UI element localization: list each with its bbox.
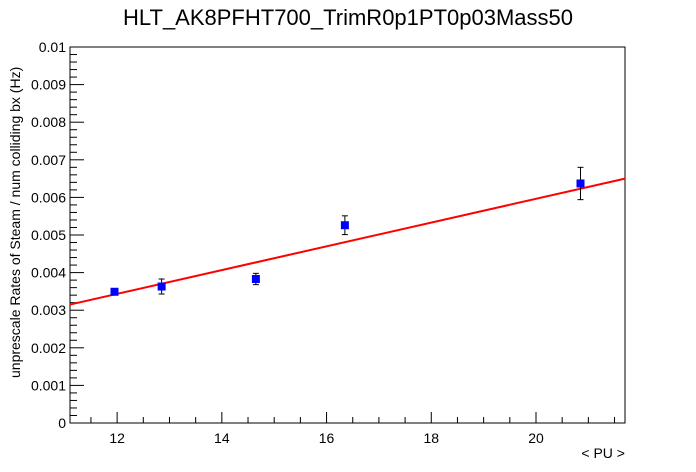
y-tick-label: 0.009 <box>31 77 66 93</box>
fit-line <box>69 177 626 306</box>
y-tick-label: 0.008 <box>31 114 66 130</box>
x-tick-label: 18 <box>423 430 439 446</box>
data-point <box>157 282 166 291</box>
data-points <box>110 166 585 296</box>
data-point <box>251 274 260 283</box>
y-axis-label: unprescale Rates of Steam / num collidin… <box>7 67 23 378</box>
x-tick-label: 14 <box>214 430 230 446</box>
y-tick-label: 0.007 <box>31 152 66 168</box>
y-tick-label: 0.001 <box>31 377 66 393</box>
y-tick-label: 0.006 <box>31 189 66 205</box>
y-tick-label: 0.003 <box>31 302 66 318</box>
y-tick-label: 0.005 <box>31 227 66 243</box>
fit-line-group <box>69 177 626 306</box>
data-point <box>340 221 349 230</box>
x-tick-label: 16 <box>319 430 335 446</box>
tick-labels: 0 0.001 0.002 0.003 0.004 0.005 0.006 0.007 0.00… <box>31 39 544 446</box>
x-tick-label: 20 <box>528 430 544 446</box>
y-tick-label: 0.01 <box>39 39 66 55</box>
x-axis-label: < PU > <box>581 445 625 461</box>
x-tick-label: 12 <box>109 430 125 446</box>
data-point <box>576 179 585 188</box>
y-tick-label: 0 <box>58 415 66 431</box>
data-point <box>110 287 119 296</box>
y-tick-label: 0.002 <box>31 340 66 356</box>
y-tick-label: 0.004 <box>31 265 66 281</box>
chart-title: HLT_AK8PFHT700_TrimR0p1PT0p03Mass50 <box>123 5 573 30</box>
axis-ticks <box>70 46 616 424</box>
